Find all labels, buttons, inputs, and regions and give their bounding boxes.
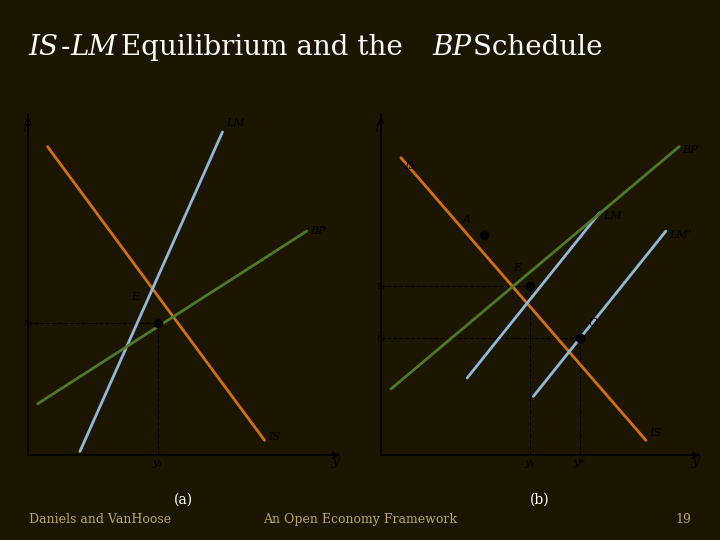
Text: y: y <box>332 454 340 468</box>
Text: -: - <box>61 34 71 61</box>
Text: IS: IS <box>404 161 416 171</box>
Text: An Open Economy Framework: An Open Economy Framework <box>263 513 457 526</box>
Text: E: E <box>131 292 139 302</box>
Text: r: r <box>22 122 28 136</box>
Text: y: y <box>692 454 700 468</box>
Text: y₁: y₁ <box>153 458 163 468</box>
Text: LM’: LM’ <box>669 230 691 240</box>
Text: r₁: r₁ <box>23 318 33 328</box>
Text: C: C <box>589 318 598 328</box>
Text: IS: IS <box>29 34 59 61</box>
Text: IS: IS <box>649 428 661 438</box>
Text: E: E <box>513 263 521 273</box>
Text: y₁: y₁ <box>525 458 536 468</box>
Text: r₁: r₁ <box>376 281 386 291</box>
Text: BP: BP <box>310 226 325 236</box>
Text: 19: 19 <box>675 513 691 526</box>
Text: (a): (a) <box>174 492 193 506</box>
Text: BP: BP <box>683 145 698 156</box>
Text: y*: y* <box>574 458 585 468</box>
Text: LM: LM <box>225 118 245 129</box>
Text: r: r <box>374 122 381 136</box>
Text: (b): (b) <box>530 492 550 506</box>
Text: Equilibrium and the: Equilibrium and the <box>112 34 411 61</box>
Text: Daniels and VanHoose: Daniels and VanHoose <box>29 513 171 526</box>
Text: r₂: r₂ <box>376 333 386 342</box>
Text: IS: IS <box>268 432 280 442</box>
Text: Schedule: Schedule <box>464 34 603 61</box>
Text: BP: BP <box>432 34 471 61</box>
Text: LM: LM <box>71 34 117 61</box>
Text: A: A <box>463 215 471 225</box>
Text: LM: LM <box>603 212 621 221</box>
